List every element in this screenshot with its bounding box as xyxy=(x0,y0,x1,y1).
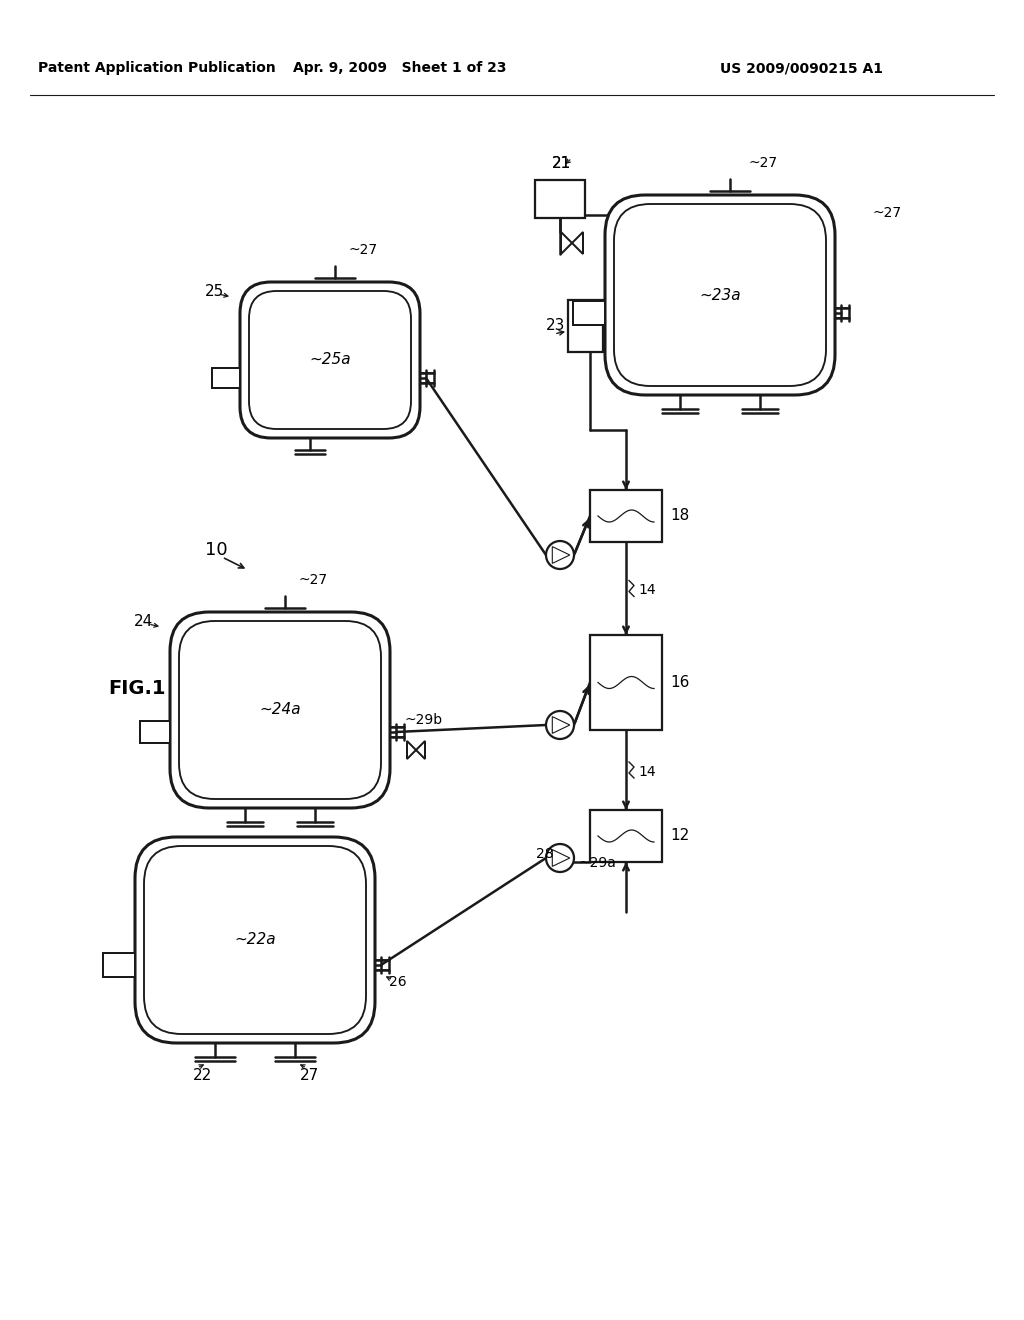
Text: FIG.1: FIG.1 xyxy=(108,678,166,697)
Text: 28: 28 xyxy=(536,847,554,861)
Bar xyxy=(103,953,135,977)
Text: 23: 23 xyxy=(546,318,565,334)
Polygon shape xyxy=(416,741,425,759)
Circle shape xyxy=(546,843,574,873)
Text: 24: 24 xyxy=(134,615,154,630)
Bar xyxy=(573,301,605,325)
Text: 14: 14 xyxy=(638,766,655,779)
Circle shape xyxy=(546,541,574,569)
Circle shape xyxy=(546,711,574,739)
Text: ~23a: ~23a xyxy=(699,288,740,302)
Bar xyxy=(590,490,662,543)
Text: 25: 25 xyxy=(205,285,224,300)
Bar xyxy=(212,368,240,388)
FancyBboxPatch shape xyxy=(240,282,420,438)
Text: 10: 10 xyxy=(205,541,227,558)
Text: 12: 12 xyxy=(670,829,689,843)
Text: 22: 22 xyxy=(193,1068,212,1082)
Text: ~29a: ~29a xyxy=(578,855,615,870)
Text: 21: 21 xyxy=(552,157,571,172)
FancyBboxPatch shape xyxy=(170,612,390,808)
Bar xyxy=(590,810,662,862)
Text: Apr. 9, 2009   Sheet 1 of 23: Apr. 9, 2009 Sheet 1 of 23 xyxy=(293,61,507,75)
Text: ~27: ~27 xyxy=(298,573,327,587)
Bar xyxy=(140,721,170,743)
Text: ~22a: ~22a xyxy=(234,932,275,948)
Text: ~29b: ~29b xyxy=(404,713,442,727)
Text: 21: 21 xyxy=(552,157,571,172)
FancyBboxPatch shape xyxy=(605,195,835,395)
Text: Patent Application Publication: Patent Application Publication xyxy=(38,61,275,75)
Text: 27: 27 xyxy=(300,1068,319,1082)
Text: ~27: ~27 xyxy=(873,206,902,220)
Bar xyxy=(568,300,603,352)
Text: 16: 16 xyxy=(670,675,689,690)
Text: 26: 26 xyxy=(389,975,407,989)
Text: ~25a: ~25a xyxy=(309,352,351,367)
Bar xyxy=(590,635,662,730)
Bar xyxy=(535,180,585,218)
Text: 18: 18 xyxy=(670,508,689,524)
FancyBboxPatch shape xyxy=(135,837,375,1043)
Text: ~27: ~27 xyxy=(748,156,777,170)
Text: US 2009/0090215 A1: US 2009/0090215 A1 xyxy=(720,61,883,75)
Text: ~27: ~27 xyxy=(348,243,377,257)
Polygon shape xyxy=(407,741,416,759)
Polygon shape xyxy=(561,232,572,253)
Text: 14: 14 xyxy=(638,583,655,598)
Polygon shape xyxy=(572,232,583,253)
Text: ~24a: ~24a xyxy=(259,702,301,718)
